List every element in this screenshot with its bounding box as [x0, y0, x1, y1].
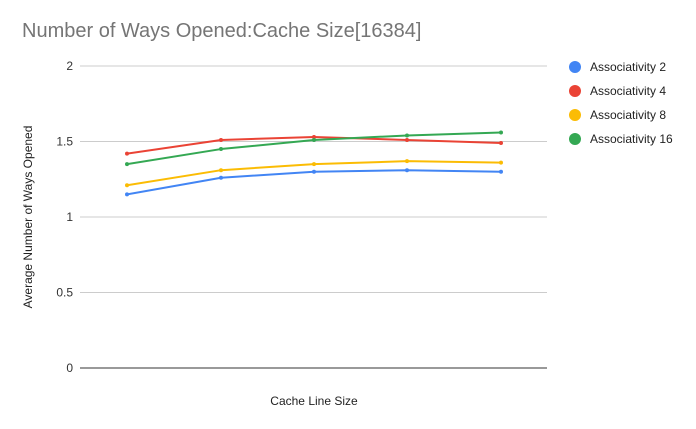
data-point [312, 137, 316, 142]
chart-title: Number of Ways Opened:Cache Size[16384] [22, 20, 422, 42]
legend-swatch [569, 85, 581, 97]
data-point [125, 183, 129, 188]
data-point [312, 169, 316, 174]
x-axis-label: Cache Line Size [270, 394, 358, 408]
data-point [219, 175, 223, 180]
legend-label: Associativity 8 [590, 108, 666, 122]
y-tick-label: 1 [66, 210, 73, 224]
data-point [219, 168, 223, 173]
series-line-1 [126, 169, 502, 196]
y-tick-label: 0.5 [56, 286, 73, 300]
legend-label: Associativity 16 [590, 132, 673, 146]
data-point [405, 137, 409, 142]
data-point [499, 160, 503, 165]
legend: Associativity 2 Associativity 4 Associativ… [569, 60, 673, 146]
data-point [405, 133, 409, 138]
y-tick-label: 0 [66, 361, 73, 375]
data-point [125, 162, 129, 167]
data-point [125, 151, 129, 156]
data-point [312, 162, 316, 167]
data-point [405, 159, 409, 164]
y-tick-label: 1.5 [56, 135, 73, 149]
data-point [499, 130, 503, 135]
series-lines [125, 130, 503, 197]
legend-label: Associativity 2 [590, 60, 666, 74]
legend-label: Associativity 4 [590, 84, 666, 98]
data-point [219, 147, 223, 152]
legend-swatch [569, 133, 581, 145]
y-tick-label: 2 [66, 59, 73, 73]
data-point [499, 141, 503, 146]
data-point [405, 168, 409, 173]
y-tick-labels: 0 0.5 1 1.5 2 [56, 59, 73, 375]
gridlines [80, 65, 547, 369]
y-axis-label: Average Number of Ways Opened [21, 126, 35, 309]
data-point [219, 137, 223, 142]
data-point [125, 192, 129, 197]
legend-swatch [569, 61, 581, 73]
legend-swatch [569, 109, 581, 121]
data-point [499, 169, 503, 174]
data-point [312, 134, 316, 139]
